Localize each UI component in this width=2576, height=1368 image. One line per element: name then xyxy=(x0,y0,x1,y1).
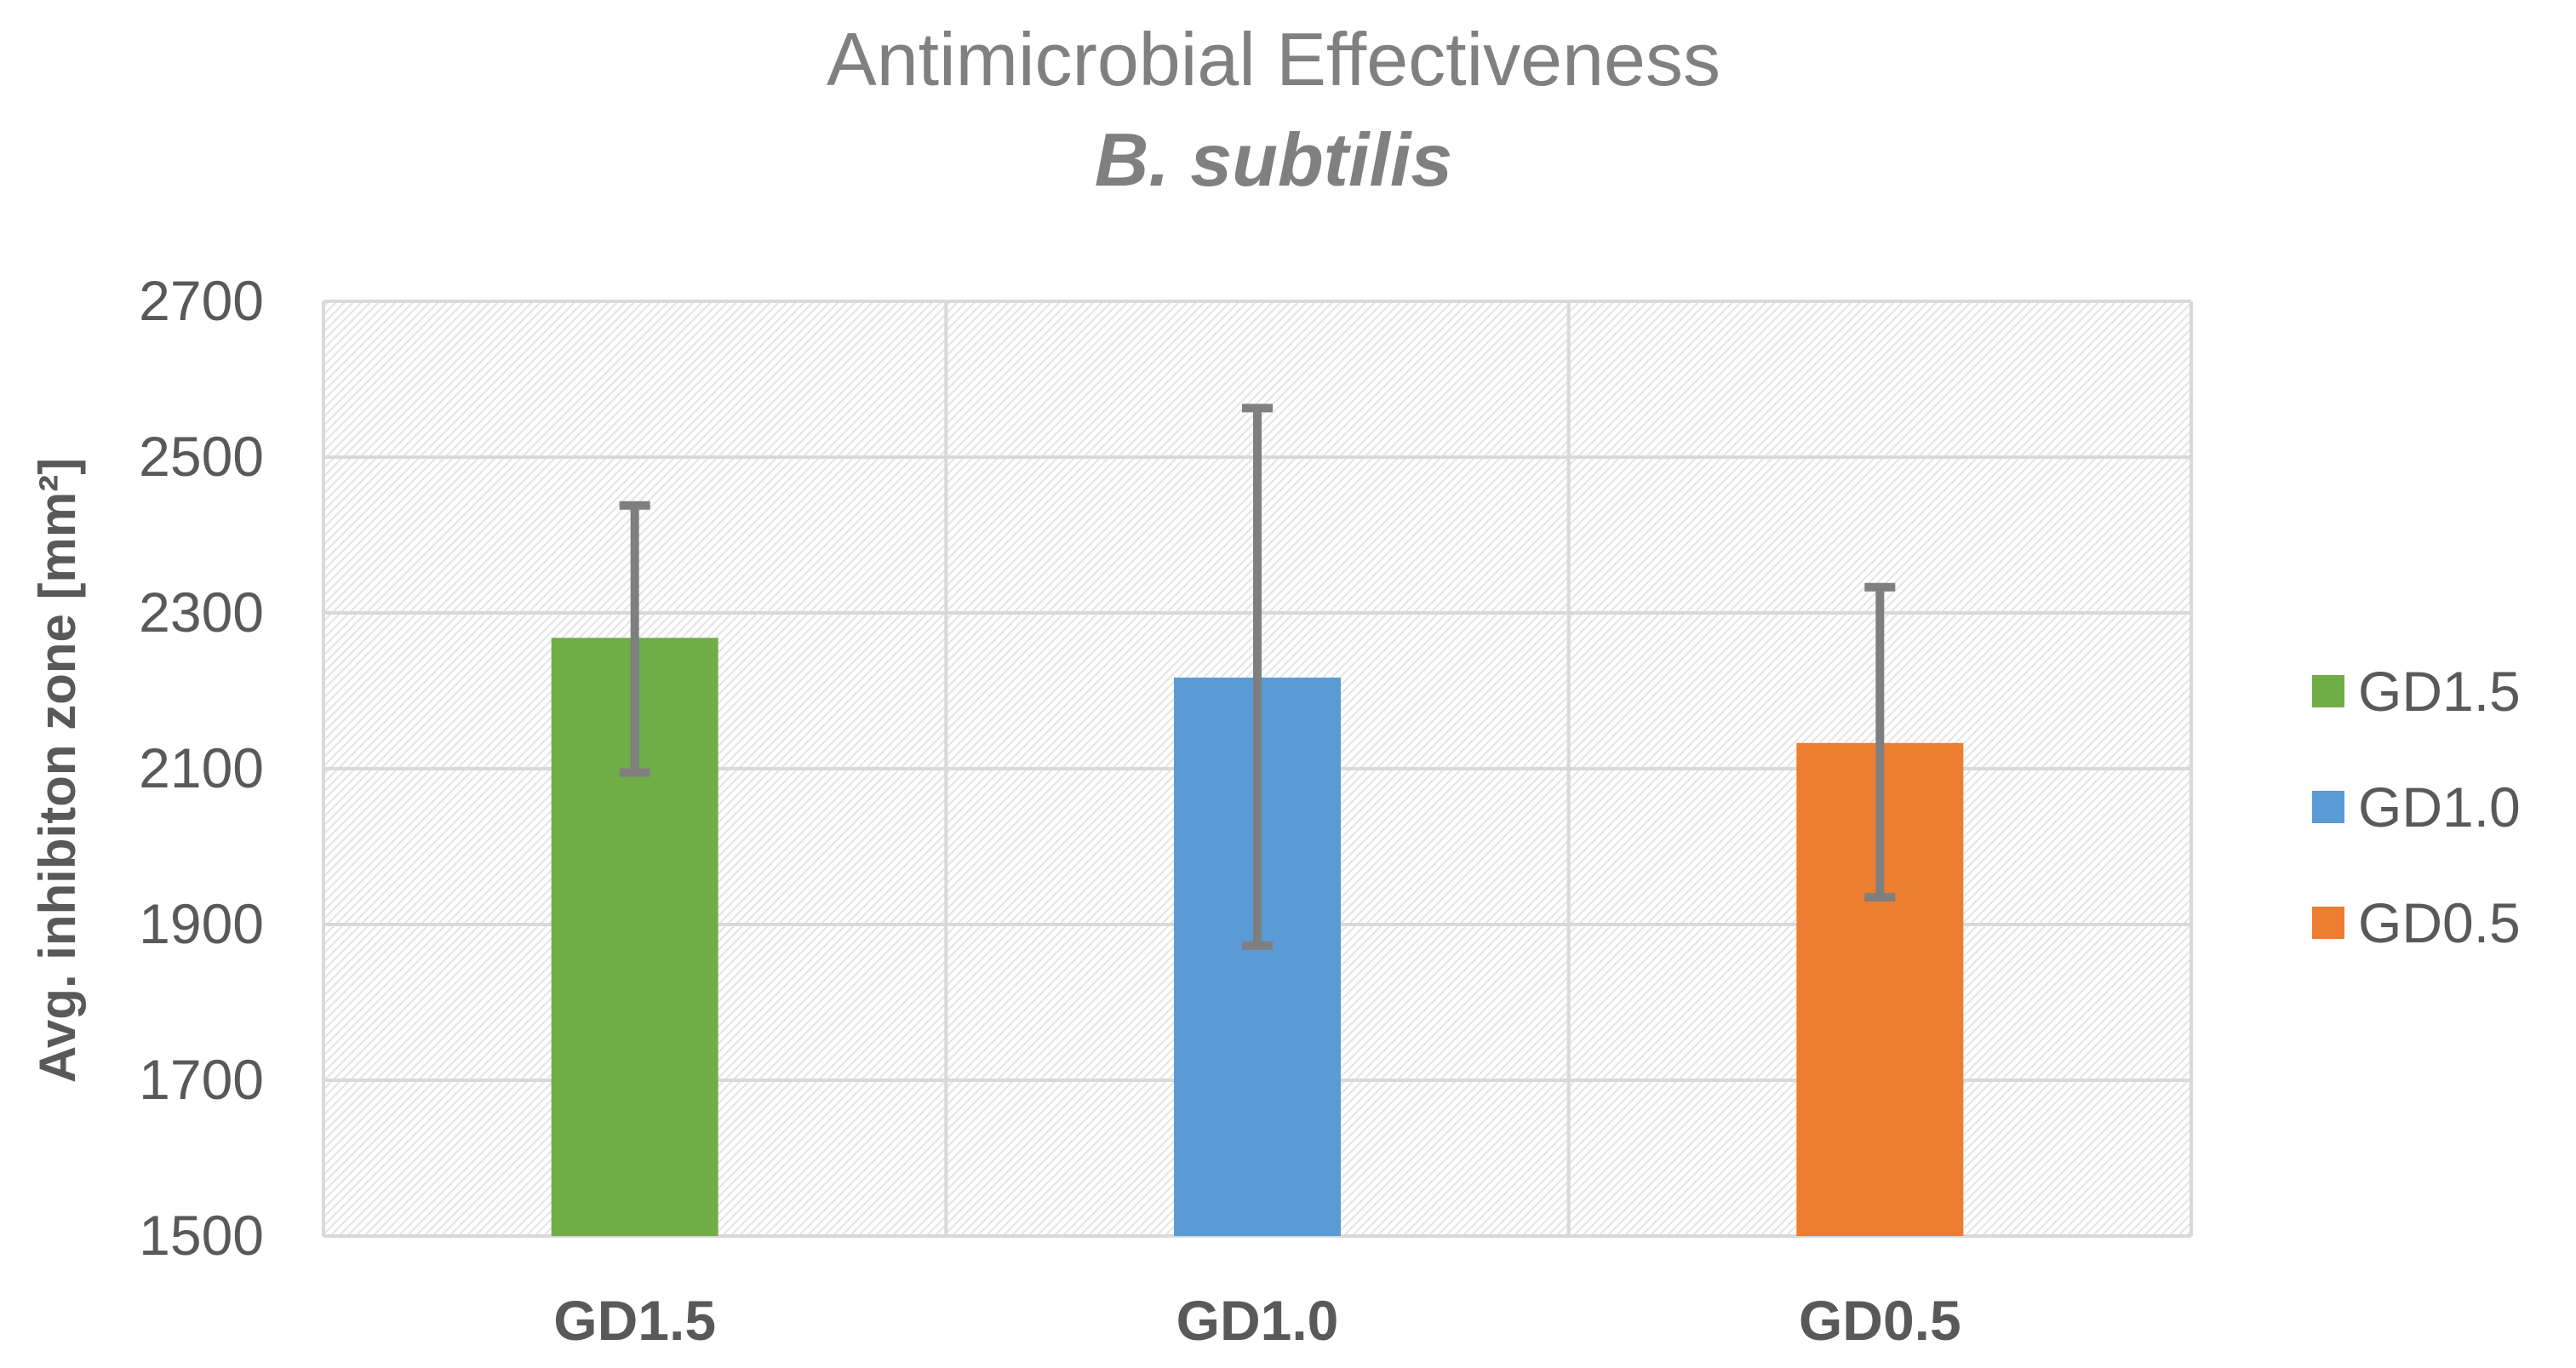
chart-subtitle: B. subtilis xyxy=(1095,117,1453,202)
legend-swatch xyxy=(2312,675,2344,707)
legend-label: GD1.5 xyxy=(2358,660,2521,723)
y-tick-label: 2300 xyxy=(139,581,264,644)
y-tick-label: 1500 xyxy=(139,1204,264,1267)
x-tick-label: GD1.0 xyxy=(1176,1289,1339,1352)
legend: GD1.5 GD1.0 GD0.5 xyxy=(2312,660,2521,954)
y-tick-label: 1900 xyxy=(139,892,264,955)
y-tick-label: 1700 xyxy=(139,1048,264,1111)
y-tick-label: 2100 xyxy=(139,736,264,799)
chart-title: Antimicrobial Effectiveness xyxy=(827,17,1720,101)
error-bar-gd0-5 xyxy=(1864,582,1896,902)
y-axis-ticks: 2700 2500 2300 2100 1900 1700 1500 xyxy=(139,269,264,1267)
error-bar-gd1-5 xyxy=(619,501,650,777)
x-tick-label: GD0.5 xyxy=(1799,1289,1961,1352)
x-axis-ticks: GD1.5 GD1.0 GD0.5 xyxy=(553,1289,1961,1352)
x-tick-label: GD1.5 xyxy=(553,1289,716,1352)
legend-item: GD0.5 xyxy=(2312,891,2521,954)
legend-swatch xyxy=(2312,791,2344,823)
error-bars xyxy=(619,404,1896,950)
y-tick-label: 2500 xyxy=(139,425,264,488)
legend-label: GD0.5 xyxy=(2358,891,2521,954)
legend-item: GD1.5 xyxy=(2312,660,2521,723)
legend-label: GD1.0 xyxy=(2358,776,2521,839)
legend-swatch xyxy=(2312,907,2344,939)
y-tick-label: 2700 xyxy=(139,269,264,332)
y-axis-label: Avg. inhibiton zone [mm²] xyxy=(29,458,86,1083)
legend-item: GD1.0 xyxy=(2312,776,2521,839)
error-bar-gd1-0 xyxy=(1242,404,1273,950)
